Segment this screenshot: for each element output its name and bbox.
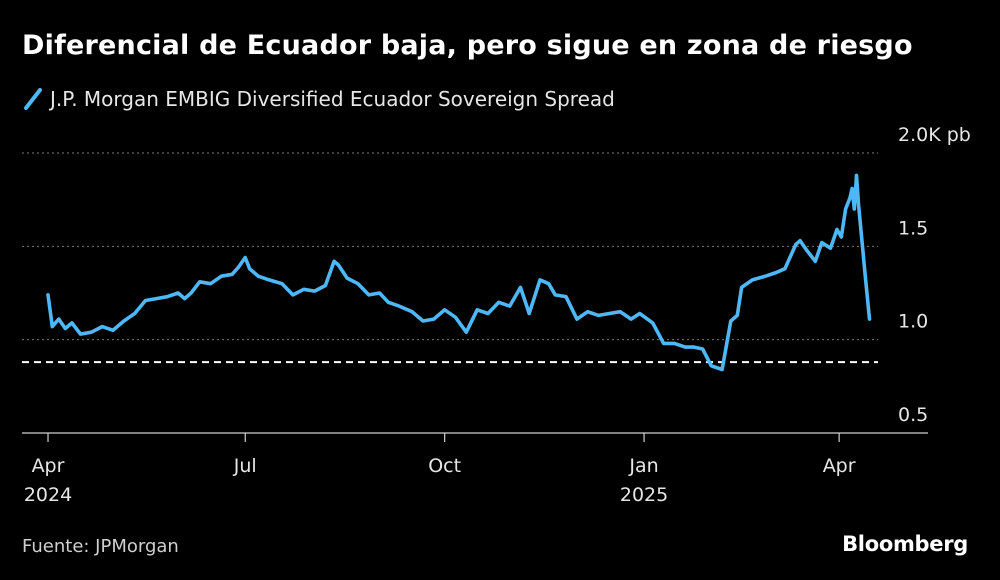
series-line-0: [46, 173, 872, 372]
legend: J.P. Morgan EMBIG Diversified Ecuador So…: [22, 86, 615, 112]
legend-swatch: [24, 88, 42, 110]
y-tick-label: 1.5: [898, 217, 928, 239]
y-tick-label: 1.0: [898, 311, 928, 333]
x-tick-label: Oct: [428, 455, 461, 477]
x-tick-label: Jan: [628, 455, 658, 477]
y-tick-label: 0.5: [898, 404, 928, 426]
source-note: Fuente: JPMorgan: [22, 536, 179, 557]
legend-label: J.P. Morgan EMBIG Diversified Ecuador So…: [50, 87, 615, 111]
x-tick-year-label: 2024: [24, 484, 72, 506]
chart-title: Diferencial de Ecuador baja, pero sigue …: [22, 30, 913, 61]
y-tick-label: 2.0K pb: [898, 124, 971, 146]
x-tick-label: Apr: [823, 455, 856, 477]
x-tick-year-label: 2025: [620, 484, 668, 506]
x-tick-label: Jul: [233, 455, 257, 477]
x-tick-label: Apr: [32, 455, 65, 477]
bloomberg-logo: Bloomberg: [842, 532, 968, 556]
